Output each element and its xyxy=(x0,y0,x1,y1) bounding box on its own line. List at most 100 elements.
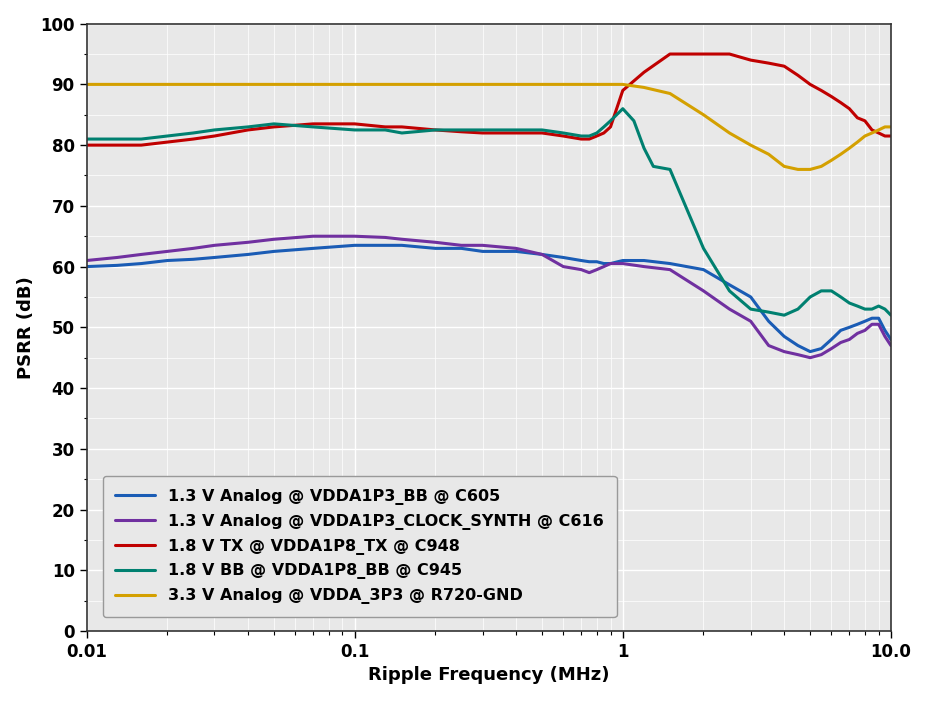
3.3 V Analog @ VDDA_3P3 @ R720-GND xyxy=(792,165,803,174)
1.3 V Analog @ VDDA1P3_BB @ C605 xyxy=(815,344,826,353)
1.8 V BB @ VDDA1P8_BB @ C945 xyxy=(879,305,890,313)
1.8 V BB @ VDDA1P8_BB @ C945 xyxy=(872,302,883,311)
3.3 V Analog @ VDDA_3P3 @ R720-GND xyxy=(858,132,870,140)
1.3 V Analog @ VDDA1P3_CLOCK_SYNTH @ C616 xyxy=(396,235,407,243)
1.8 V BB @ VDDA1P8_BB @ C945 xyxy=(510,125,521,134)
1.8 V BB @ VDDA1P8_BB @ C945 xyxy=(616,104,628,113)
Line: 1.3 V Analog @ VDDA1P3_CLOCK_SYNTH @ C616: 1.3 V Analog @ VDDA1P3_CLOCK_SYNTH @ C61… xyxy=(86,236,890,358)
1.3 V Analog @ VDDA1P3_BB @ C605 xyxy=(590,257,602,266)
1.3 V Analog @ VDDA1P3_BB @ C605 xyxy=(638,257,649,265)
1.3 V Analog @ VDDA1P3_CLOCK_SYNTH @ C616 xyxy=(834,339,845,347)
1.3 V Analog @ VDDA1P3_BB @ C605 xyxy=(778,332,789,341)
1.3 V Analog @ VDDA1P3_BB @ C605 xyxy=(866,314,877,322)
3.3 V Analog @ VDDA_3P3 @ R720-GND xyxy=(825,156,836,165)
1.8 V BB @ VDDA1P8_BB @ C945 xyxy=(476,125,488,134)
1.3 V Analog @ VDDA1P3_BB @ C605 xyxy=(557,253,568,261)
1.3 V Analog @ VDDA1P3_CLOCK_SYNTH @ C616 xyxy=(697,287,708,295)
3.3 V Analog @ VDDA_3P3 @ R720-GND xyxy=(697,111,708,119)
1.8 V TX @ VDDA1P8_TX @ C948 xyxy=(858,116,870,125)
3.3 V Analog @ VDDA_3P3 @ R720-GND xyxy=(834,150,845,158)
1.8 V BB @ VDDA1P8_BB @ C945 xyxy=(583,132,594,140)
Line: 1.8 V BB @ VDDA1P8_BB @ C945: 1.8 V BB @ VDDA1P8_BB @ C945 xyxy=(86,109,890,315)
1.3 V Analog @ VDDA1P3_BB @ C605 xyxy=(268,247,279,256)
1.8 V BB @ VDDA1P8_BB @ C945 xyxy=(379,125,390,134)
3.3 V Analog @ VDDA_3P3 @ R720-GND xyxy=(879,123,890,131)
1.8 V BB @ VDDA1P8_BB @ C945 xyxy=(647,162,658,170)
1.8 V TX @ VDDA1P8_TX @ C948 xyxy=(187,135,198,143)
1.8 V BB @ VDDA1P8_BB @ C945 xyxy=(834,293,845,301)
1.3 V Analog @ VDDA1P3_BB @ C605 xyxy=(209,253,220,261)
1.3 V Analog @ VDDA1P3_CLOCK_SYNTH @ C616 xyxy=(825,344,836,353)
1.8 V BB @ VDDA1P8_BB @ C945 xyxy=(429,125,440,134)
3.3 V Analog @ VDDA_3P3 @ R720-GND xyxy=(884,123,895,131)
1.8 V BB @ VDDA1P8_BB @ C945 xyxy=(111,135,122,143)
Line: 3.3 V Analog @ VDDA_3P3 @ R720-GND: 3.3 V Analog @ VDDA_3P3 @ R720-GND xyxy=(86,84,890,170)
3.3 V Analog @ VDDA_3P3 @ R720-GND xyxy=(429,80,440,88)
1.8 V TX @ VDDA1P8_TX @ C948 xyxy=(884,132,895,140)
1.3 V Analog @ VDDA1P3_BB @ C605 xyxy=(510,247,521,256)
1.3 V Analog @ VDDA1P3_CLOCK_SYNTH @ C616 xyxy=(209,241,220,250)
1.8 V TX @ VDDA1P8_TX @ C948 xyxy=(598,129,609,137)
1.3 V Analog @ VDDA1P3_CLOCK_SYNTH @ C616 xyxy=(583,268,594,277)
1.3 V Analog @ VDDA1P3_BB @ C605 xyxy=(81,262,92,271)
1.3 V Analog @ VDDA1P3_CLOCK_SYNTH @ C616 xyxy=(510,244,521,252)
1.8 V BB @ VDDA1P8_BB @ C945 xyxy=(762,308,773,316)
1.3 V Analog @ VDDA1P3_BB @ C605 xyxy=(349,241,360,250)
1.3 V Analog @ VDDA1P3_BB @ C605 xyxy=(604,259,616,268)
1.3 V Analog @ VDDA1P3_BB @ C605 xyxy=(879,326,890,334)
1.8 V TX @ VDDA1P8_TX @ C948 xyxy=(307,120,318,128)
1.8 V BB @ VDDA1P8_BB @ C945 xyxy=(536,125,547,134)
1.8 V BB @ VDDA1P8_BB @ C945 xyxy=(242,123,253,131)
1.3 V Analog @ VDDA1P3_CLOCK_SYNTH @ C616 xyxy=(616,259,628,268)
1.3 V Analog @ VDDA1P3_CLOCK_SYNTH @ C616 xyxy=(858,326,870,334)
1.3 V Analog @ VDDA1P3_CLOCK_SYNTH @ C616 xyxy=(135,250,146,259)
1.8 V BB @ VDDA1P8_BB @ C945 xyxy=(815,287,826,295)
1.3 V Analog @ VDDA1P3_BB @ C605 xyxy=(187,255,198,264)
1.8 V BB @ VDDA1P8_BB @ C945 xyxy=(575,132,586,140)
1.8 V TX @ VDDA1P8_TX @ C948 xyxy=(664,50,675,58)
1.8 V TX @ VDDA1P8_TX @ C948 xyxy=(583,135,594,143)
1.3 V Analog @ VDDA1P3_CLOCK_SYNTH @ C616 xyxy=(379,233,390,242)
1.3 V Analog @ VDDA1P3_BB @ C605 xyxy=(242,250,253,259)
1.3 V Analog @ VDDA1P3_CLOCK_SYNTH @ C616 xyxy=(349,232,360,240)
1.3 V Analog @ VDDA1P3_BB @ C605 xyxy=(135,259,146,268)
1.8 V BB @ VDDA1P8_BB @ C945 xyxy=(598,123,609,131)
1.3 V Analog @ VDDA1P3_CLOCK_SYNTH @ C616 xyxy=(815,350,826,359)
Y-axis label: PSRR (dB): PSRR (dB) xyxy=(17,276,34,379)
1.3 V Analog @ VDDA1P3_BB @ C605 xyxy=(536,250,547,259)
1.8 V TX @ VDDA1P8_TX @ C948 xyxy=(834,98,845,107)
1.8 V TX @ VDDA1P8_TX @ C948 xyxy=(81,141,92,149)
3.3 V Analog @ VDDA_3P3 @ R720-GND xyxy=(664,89,675,97)
3.3 V Analog @ VDDA_3P3 @ R720-GND xyxy=(590,80,602,88)
1.8 V BB @ VDDA1P8_BB @ C945 xyxy=(723,287,734,295)
1.3 V Analog @ VDDA1P3_BB @ C605 xyxy=(111,261,122,270)
1.8 V TX @ VDDA1P8_TX @ C948 xyxy=(697,50,708,58)
1.3 V Analog @ VDDA1P3_BB @ C605 xyxy=(834,326,845,334)
1.8 V BB @ VDDA1P8_BB @ C945 xyxy=(778,311,789,320)
1.3 V Analog @ VDDA1P3_CLOCK_SYNTH @ C616 xyxy=(590,266,602,274)
3.3 V Analog @ VDDA_3P3 @ R720-GND xyxy=(638,83,649,92)
1.8 V TX @ VDDA1P8_TX @ C948 xyxy=(851,114,862,122)
1.3 V Analog @ VDDA1P3_BB @ C605 xyxy=(664,259,675,268)
3.3 V Analog @ VDDA_3P3 @ R720-GND xyxy=(762,150,773,158)
1.8 V TX @ VDDA1P8_TX @ C948 xyxy=(455,128,466,136)
1.8 V BB @ VDDA1P8_BB @ C945 xyxy=(843,299,854,307)
1.8 V TX @ VDDA1P8_TX @ C948 xyxy=(872,129,883,137)
1.8 V TX @ VDDA1P8_TX @ C948 xyxy=(723,50,734,58)
1.3 V Analog @ VDDA1P3_CLOCK_SYNTH @ C616 xyxy=(744,317,756,325)
1.8 V TX @ VDDA1P8_TX @ C948 xyxy=(209,132,220,140)
1.3 V Analog @ VDDA1P3_BB @ C605 xyxy=(598,259,609,268)
1.8 V BB @ VDDA1P8_BB @ C945 xyxy=(455,125,466,134)
1.3 V Analog @ VDDA1P3_BB @ C605 xyxy=(723,280,734,289)
1.8 V TX @ VDDA1P8_TX @ C948 xyxy=(429,125,440,134)
1.8 V BB @ VDDA1P8_BB @ C945 xyxy=(307,123,318,131)
1.8 V BB @ VDDA1P8_BB @ C945 xyxy=(209,125,220,134)
1.3 V Analog @ VDDA1P3_CLOCK_SYNTH @ C616 xyxy=(557,262,568,271)
1.3 V Analog @ VDDA1P3_CLOCK_SYNTH @ C616 xyxy=(866,320,877,329)
1.8 V BB @ VDDA1P8_BB @ C945 xyxy=(81,135,92,143)
1.8 V TX @ VDDA1P8_TX @ C948 xyxy=(778,62,789,70)
3.3 V Analog @ VDDA_3P3 @ R720-GND xyxy=(744,141,756,149)
1.3 V Analog @ VDDA1P3_CLOCK_SYNTH @ C616 xyxy=(187,244,198,252)
1.8 V TX @ VDDA1P8_TX @ C948 xyxy=(575,135,586,143)
1.3 V Analog @ VDDA1P3_CLOCK_SYNTH @ C616 xyxy=(111,253,122,261)
